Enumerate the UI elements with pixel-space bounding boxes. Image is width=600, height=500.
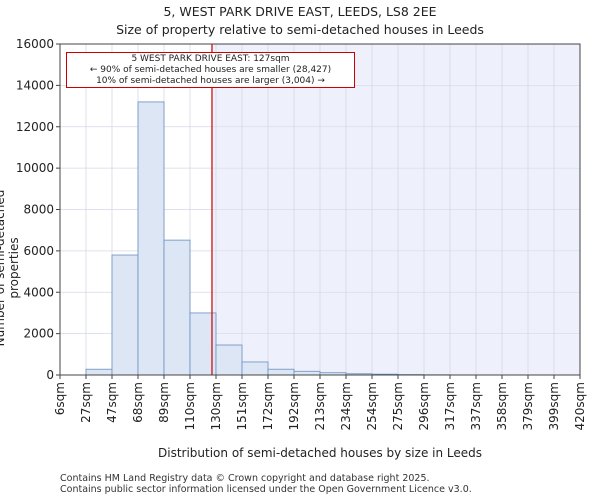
y-tick-label: 14000 [16, 78, 54, 92]
chart-subtitle: Size of property relative to semi-detach… [116, 22, 484, 37]
y-tick-label: 0 [46, 368, 54, 382]
x-tick-label: 213sqm [313, 382, 327, 430]
histogram-bar [293, 370, 321, 376]
y-axis-label: Number of semi-detached properties [0, 189, 21, 347]
x-tick-label: 399sqm [547, 382, 561, 430]
histogram-bar [267, 368, 295, 376]
x-tick-label: 6sqm [53, 382, 67, 415]
x-tick-label: 275sqm [391, 382, 405, 430]
x-tick-label: 172sqm [261, 382, 275, 430]
x-tick-label: 130sqm [209, 382, 223, 430]
x-tick-label: 151sqm [235, 382, 249, 430]
y-tick-label: 10000 [16, 161, 54, 175]
annotation-line-1: 5 WEST PARK DRIVE EAST: 127sqm [131, 54, 290, 64]
x-tick-label: 110sqm [183, 382, 197, 430]
chart-title: 5, WEST PARK DRIVE EAST, LEEDS, LS8 2EE [163, 4, 437, 19]
x-tick-label: 27sqm [79, 382, 93, 423]
x-tick-label: 379sqm [521, 382, 535, 430]
x-tick-label: 358sqm [495, 382, 509, 430]
y-tick-label: 16000 [16, 37, 54, 51]
property-annotation: 5 WEST PARK DRIVE EAST: 127sqm ← 90% of … [66, 52, 355, 88]
x-tick-label: 296sqm [417, 382, 431, 430]
y-tick-label: 4000 [23, 285, 54, 299]
x-tick-label: 254sqm [365, 382, 379, 430]
x-tick-label: 68sqm [131, 382, 145, 423]
histogram-bar [215, 344, 243, 376]
y-tick-label: 8000 [23, 203, 54, 217]
x-tick-label: 234sqm [339, 382, 353, 430]
histogram-bar [85, 368, 113, 376]
histogram-bar [111, 254, 139, 376]
histogram-bar [163, 239, 191, 376]
histogram-bar [137, 101, 165, 376]
x-tick-label: 337sqm [469, 382, 483, 430]
y-tick-label: 2000 [23, 327, 54, 341]
x-tick-label: 192sqm [287, 382, 301, 430]
x-tick-label: 420sqm [573, 382, 587, 430]
y-tick-label: 6000 [23, 244, 54, 258]
x-axis-label: Distribution of semi-detached houses by … [158, 446, 482, 460]
x-tick-label: 89sqm [157, 382, 171, 423]
annotation-line-3: 10% of semi-detached houses are larger (… [96, 76, 325, 86]
x-tick-label: 317sqm [443, 382, 457, 430]
x-tick-label: 47sqm [105, 382, 119, 423]
histogram-bar [241, 361, 269, 376]
footer-licence: Contains public sector information licen… [60, 484, 472, 495]
y-tick-label: 12000 [16, 120, 54, 134]
annotation-line-2: ← 90% of semi-detached houses are smalle… [89, 65, 332, 75]
footer-copyright: Contains HM Land Registry data © Crown c… [60, 473, 430, 484]
